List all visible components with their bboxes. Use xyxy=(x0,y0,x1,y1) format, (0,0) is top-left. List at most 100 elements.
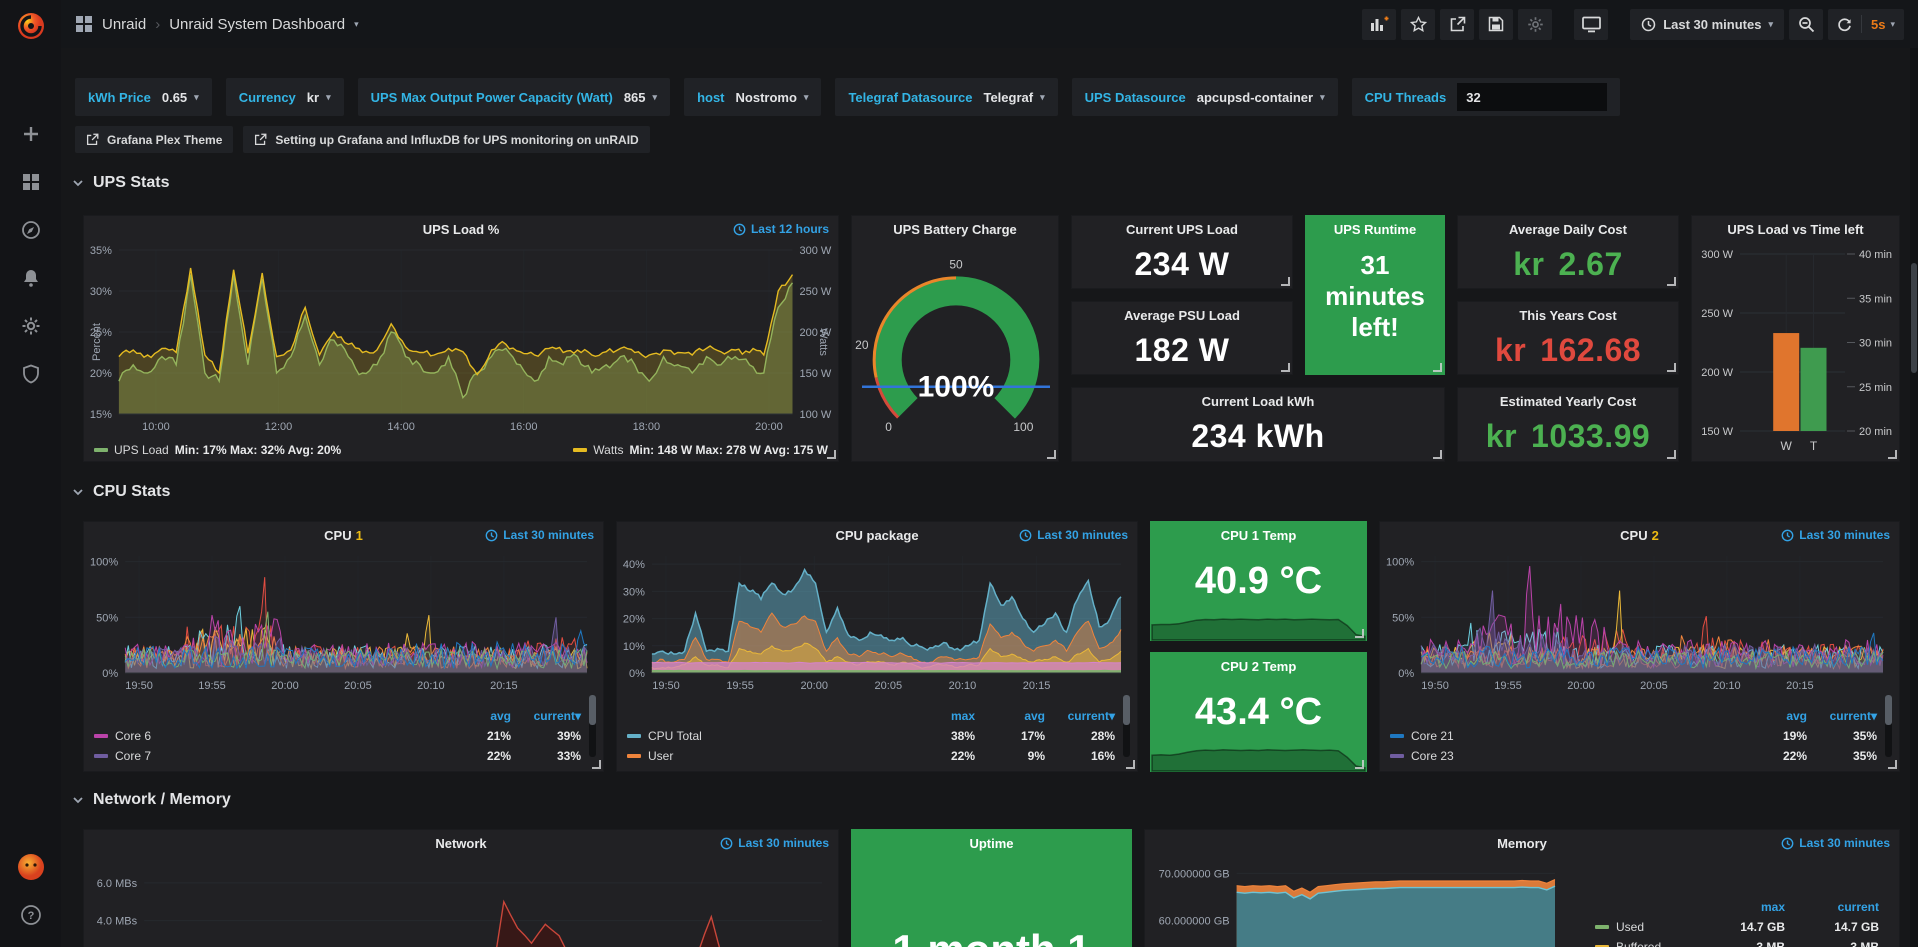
panel-resize-handle[interactable] xyxy=(1433,450,1442,459)
legend-column-header-max[interactable]: max xyxy=(1699,900,1785,914)
variable-value-dropdown[interactable]: 865▾ xyxy=(624,90,657,105)
legend-column-header-current[interactable]: current▾ xyxy=(1053,709,1115,723)
time-range-link[interactable]: Last 30 minutes xyxy=(485,528,594,542)
panel-resize-handle[interactable] xyxy=(1355,629,1364,638)
panel-title[interactable]: Current Load kWh xyxy=(1072,388,1444,414)
panel-title[interactable]: Current UPS Load xyxy=(1072,216,1292,242)
section-cpu-stats[interactable]: CPU Stats xyxy=(72,483,170,501)
panel-resize-handle[interactable] xyxy=(1433,363,1442,372)
time-range-picker[interactable]: Last 30 minutes ▾ xyxy=(1630,9,1784,40)
legend-series-name[interactable]: CPU Total xyxy=(627,729,905,743)
cpu-package-chart[interactable]: 19:5019:5520:0020:0520:1020:150%10%20%30… xyxy=(621,548,1135,693)
sidebar-item-dashboards[interactable] xyxy=(0,158,61,206)
link-grafana-plex-theme[interactable]: Grafana Plex Theme xyxy=(75,126,233,153)
page-scrollbar[interactable] xyxy=(1910,48,1918,947)
legend-column-header-max[interactable]: max xyxy=(913,709,975,723)
star-dashboard-button[interactable] xyxy=(1401,9,1435,40)
legend-series-name[interactable]: Core 23 xyxy=(1390,749,1737,763)
panel-resize-handle[interactable] xyxy=(827,450,836,459)
time-range-link[interactable]: Last 30 minutes xyxy=(1019,528,1128,542)
page-scrollbar-thumb[interactable] xyxy=(1911,263,1917,373)
legend-series-name[interactable]: Watts xyxy=(593,443,623,457)
dashboard-settings-button[interactable] xyxy=(1518,9,1552,40)
ups-load-chart[interactable]: 10:0012:0014:0016:0018:0020:0015%20%25%3… xyxy=(88,242,836,434)
section-ups-stats[interactable]: UPS Stats xyxy=(72,174,169,192)
time-range-link[interactable]: Last 30 minutes xyxy=(1781,528,1890,542)
panel-resize-handle[interactable] xyxy=(1667,277,1676,286)
section-network-memory[interactable]: Network / Memory xyxy=(72,791,231,809)
legend-column-header-current[interactable]: current▾ xyxy=(1815,709,1877,723)
panel-title[interactable]: UPS Load % xyxy=(84,216,838,242)
legend-item[interactable]: UPS LoadMin: 17% Max: 32% Avg: 20% xyxy=(94,443,341,457)
panel-title[interactable]: This Years Cost xyxy=(1458,302,1678,328)
panel-resize-handle[interactable] xyxy=(1047,450,1056,459)
time-range-link[interactable]: Last 12 hours xyxy=(733,222,829,236)
legend-column-header-current[interactable]: current xyxy=(1793,900,1879,914)
sidebar-item-alerting[interactable] xyxy=(0,254,61,302)
panel-title[interactable]: UPS Load vs Time left xyxy=(1692,216,1899,242)
variable-value-dropdown[interactable]: Telegraf▾ xyxy=(983,90,1044,105)
add-panel-button[interactable] xyxy=(1362,9,1396,40)
panel-title[interactable]: CPU 2 Temp xyxy=(1151,653,1366,679)
sidebar-item-configuration[interactable] xyxy=(0,302,61,350)
legend-column-header-current[interactable]: current▾ xyxy=(519,709,581,723)
legend-scrollbar[interactable] xyxy=(1123,695,1130,757)
legend-series-name[interactable]: Core 21 xyxy=(1390,729,1737,743)
grafana-logo[interactable] xyxy=(0,0,61,52)
panel-resize-handle[interactable] xyxy=(1667,450,1676,459)
panel-resize-handle[interactable] xyxy=(1281,277,1290,286)
time-range-link[interactable]: Last 30 minutes xyxy=(1781,836,1890,850)
sidebar-item-profile[interactable] xyxy=(0,843,61,891)
variable-value-dropdown[interactable]: Nostromo▾ xyxy=(736,90,809,105)
panel-resize-handle[interactable] xyxy=(1888,450,1897,459)
variable-value-dropdown[interactable]: kr▾ xyxy=(307,90,331,105)
panel-title[interactable]: CPU 1 Temp xyxy=(1151,522,1366,548)
sidebar-item-explore[interactable] xyxy=(0,206,61,254)
memory-chart[interactable]: 50.000000 GB60.000000 GB70.000000 GB xyxy=(1149,856,1569,947)
legend-column-header-avg[interactable]: avg xyxy=(449,709,511,723)
legend-series-name[interactable]: Used xyxy=(1595,920,1691,934)
legend-series-name[interactable]: Buffered xyxy=(1595,940,1691,947)
panel-title[interactable]: Average PSU Load xyxy=(1072,302,1292,328)
legend-series-name[interactable]: Core 7 xyxy=(94,749,441,763)
refresh-button[interactable] xyxy=(1828,9,1861,40)
network-chart[interactable]: 2.0 MBs4.0 MBs6.0 MBs xyxy=(88,856,836,947)
panel-title[interactable]: Uptime xyxy=(852,830,1131,856)
cpu-threads-input[interactable] xyxy=(1457,83,1607,111)
cpu1-chart[interactable]: 19:5019:5520:0020:0520:1020:150%50%100% xyxy=(88,548,601,693)
panel-title[interactable]: UPS Runtime xyxy=(1306,216,1444,242)
sidebar-item-help[interactable]: ? xyxy=(0,891,61,939)
save-dashboard-button[interactable] xyxy=(1479,9,1513,40)
dashboard-title[interactable]: Unraid System Dashboard xyxy=(169,16,345,33)
breadcrumb-app[interactable]: Unraid xyxy=(102,16,146,33)
panel-resize-handle[interactable] xyxy=(1355,760,1364,769)
dashboard-grid-icon[interactable] xyxy=(75,15,93,33)
zoom-out-button[interactable] xyxy=(1789,9,1823,40)
time-range-link[interactable]: Last 30 minutes xyxy=(720,836,829,850)
sidebar-item-create[interactable] xyxy=(0,110,61,158)
panel-title[interactable]: Average Daily Cost xyxy=(1458,216,1678,242)
share-dashboard-button[interactable] xyxy=(1440,9,1474,40)
cycle-view-button[interactable] xyxy=(1574,9,1608,40)
variable-value-dropdown[interactable]: 0.65▾ xyxy=(162,90,199,105)
dashboard-caret-icon[interactable]: ▾ xyxy=(354,19,359,30)
refresh-interval-dropdown[interactable]: 5s ▾ xyxy=(1862,9,1904,40)
panel-title[interactable]: Estimated Yearly Cost xyxy=(1458,388,1678,414)
panel-resize-handle[interactable] xyxy=(1667,363,1676,372)
legend-series-name[interactable]: UPS Load xyxy=(114,443,169,457)
panel-resize-handle[interactable] xyxy=(1281,363,1290,372)
panel-resize-handle[interactable] xyxy=(1888,760,1897,769)
legend-column-header-avg[interactable]: avg xyxy=(1745,709,1807,723)
legend-series-name[interactable]: User xyxy=(627,749,905,763)
legend-scrollbar[interactable] xyxy=(589,695,596,757)
link-ups-monitoring-guide[interactable]: Setting up Grafana and InfluxDB for UPS … xyxy=(243,126,649,153)
panel-title[interactable]: UPS Battery Charge xyxy=(852,216,1058,242)
panel-resize-handle[interactable] xyxy=(592,760,601,769)
variable-value-dropdown[interactable]: apcupsd-container▾ xyxy=(1197,90,1325,105)
legend-scrollbar[interactable] xyxy=(1885,695,1892,757)
panel-resize-handle[interactable] xyxy=(1126,760,1135,769)
legend-item[interactable]: WattsMin: 148 W Max: 278 W Avg: 175 W xyxy=(573,443,828,457)
sidebar-item-server-admin[interactable] xyxy=(0,350,61,398)
legend-column-header-avg[interactable]: avg xyxy=(983,709,1045,723)
legend-series-name[interactable]: Core 6 xyxy=(94,729,441,743)
